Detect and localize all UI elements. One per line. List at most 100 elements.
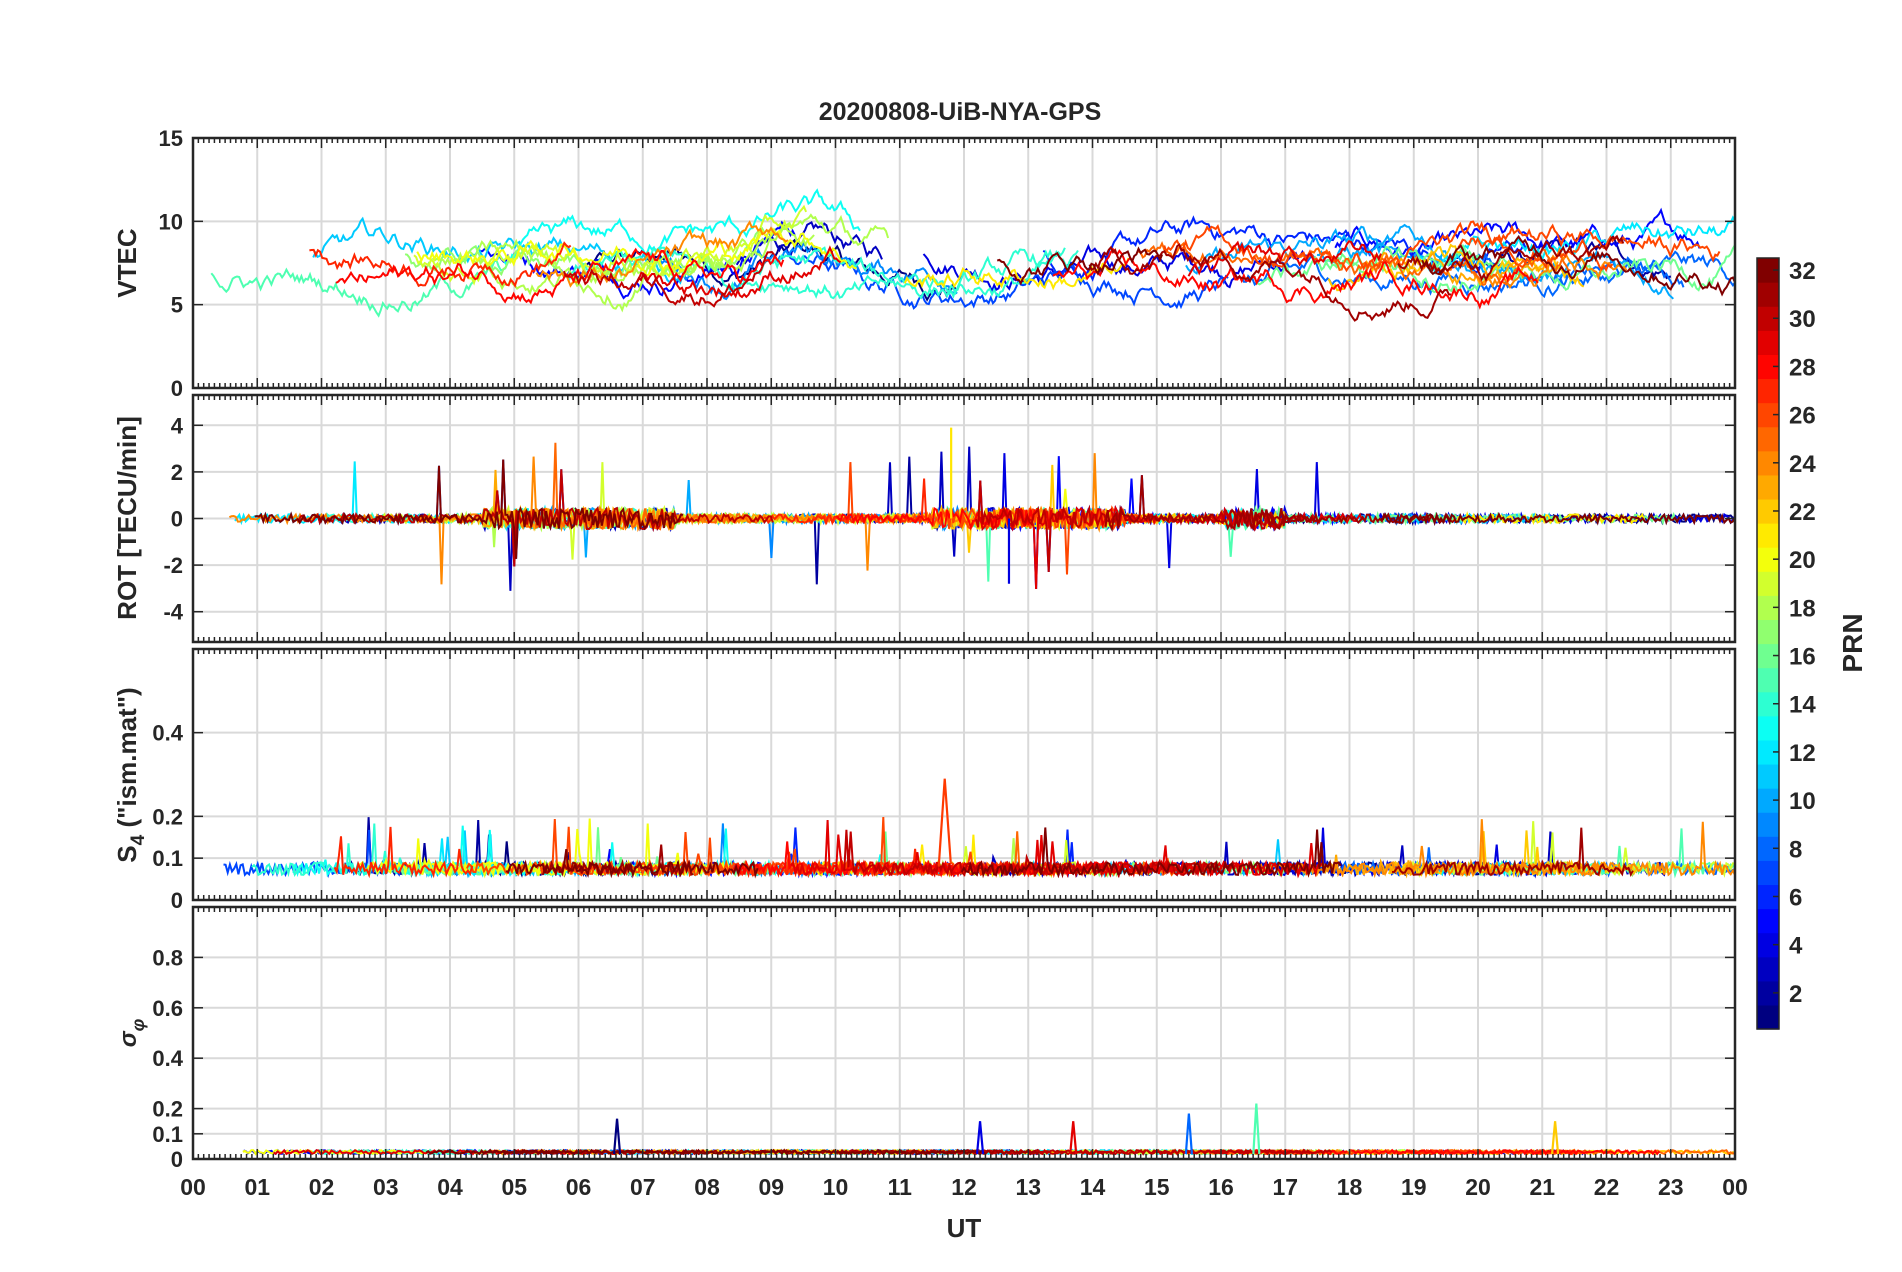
y-tick-label: 0.6 bbox=[152, 996, 183, 1021]
colorbar-segment bbox=[1757, 884, 1779, 910]
sigma-spike bbox=[612, 1118, 622, 1155]
x-tick-label: 08 bbox=[694, 1174, 720, 1200]
series-line-prn-29 bbox=[636, 245, 842, 299]
colorbar-segment bbox=[1757, 739, 1779, 765]
y-tick-label: 0.8 bbox=[152, 945, 183, 970]
colorbar-segment bbox=[1757, 258, 1779, 283]
series-line-prn-31 bbox=[1397, 234, 1625, 282]
series-line-prn-7 bbox=[223, 829, 403, 879]
colorbar-tick-label: 26 bbox=[1789, 403, 1816, 430]
colorbar-segment bbox=[1757, 715, 1779, 741]
x-tick-label: 22 bbox=[1594, 1174, 1620, 1200]
series-line-prn-25 bbox=[1138, 240, 1571, 286]
colorbar-segment bbox=[1757, 908, 1779, 934]
series-line-prn-30 bbox=[297, 469, 774, 567]
s4-peak bbox=[937, 778, 952, 867]
colorbar-segment bbox=[1757, 812, 1779, 837]
series-line-prn-32 bbox=[505, 849, 759, 879]
x-tick-label: 23 bbox=[1658, 1174, 1684, 1200]
series-line-prn-28 bbox=[335, 247, 785, 305]
colorbar-tick-label: 10 bbox=[1789, 788, 1816, 815]
ylabel-sigma: σφ bbox=[115, 1018, 148, 1047]
sigma-spike bbox=[1184, 1113, 1193, 1155]
x-tick-label: 21 bbox=[1529, 1174, 1555, 1200]
panel-s4: 0 0.1 0.2 0.4 S4 ("ism.mat") bbox=[112, 647, 1737, 913]
colorbar-segment bbox=[1757, 643, 1779, 669]
series-line-prn-15 bbox=[210, 256, 513, 318]
colorbar-segment bbox=[1757, 619, 1779, 645]
series-line-prn-19 bbox=[413, 204, 808, 286]
series-line-prn-30 bbox=[562, 251, 775, 308]
panel-rot: -4 -2 0 2 4 ROT [TECU/min] bbox=[112, 393, 1737, 644]
series-line-prn-32 bbox=[254, 459, 684, 559]
colorbar-segment bbox=[1757, 354, 1779, 380]
colorbar-segment bbox=[1757, 956, 1779, 982]
ylabel-vtec: VTEC bbox=[112, 228, 142, 298]
x-tick-label: 05 bbox=[501, 1174, 527, 1200]
x-tick-labels: 00 01 02 03 04 05 06 07 08 09 10 11 12 13 14 15 16 17 18 19… bbox=[180, 1174, 1748, 1200]
x-tick-label: 11 bbox=[888, 1174, 913, 1200]
colorbar-segment bbox=[1757, 836, 1779, 861]
series-line-prn-31 bbox=[1104, 475, 1321, 532]
colorbar-tick-label: 22 bbox=[1789, 499, 1816, 526]
panel-vtec: 0 5 10 15 VTEC bbox=[112, 126, 1737, 401]
ylabel-s4: S4 ("ism.mat") bbox=[112, 687, 149, 862]
series-line-prn-14 bbox=[752, 246, 1079, 300]
colorbar-segment bbox=[1757, 426, 1779, 452]
y-tick-label: 0 bbox=[171, 888, 183, 913]
x-tick-label: 15 bbox=[1144, 1174, 1170, 1200]
colorbar-segment bbox=[1757, 860, 1779, 886]
colorbar-segment bbox=[1757, 595, 1779, 621]
colorbar-segment bbox=[1757, 667, 1779, 693]
y-tick-label: 4 bbox=[171, 413, 184, 438]
series-line-prn-27 bbox=[333, 826, 474, 879]
series-line-prn-28 bbox=[1351, 1148, 1661, 1156]
y-tick-label: 0.2 bbox=[152, 1097, 183, 1122]
y-tick-label: 0 bbox=[171, 507, 183, 532]
x-tick-label: 12 bbox=[951, 1174, 977, 1200]
colorbar-segment bbox=[1757, 980, 1779, 1006]
x-tick-label: 10 bbox=[823, 1174, 849, 1200]
colorbar-tick-label: 4 bbox=[1789, 933, 1803, 960]
y-tick-label: 0.4 bbox=[152, 1046, 183, 1071]
colorbar-segment bbox=[1757, 547, 1779, 572]
series-line-prn-28 bbox=[835, 506, 1036, 531]
series-line-prn-31 bbox=[1088, 243, 1452, 322]
series-line-prn-23 bbox=[1301, 854, 1444, 879]
x-tick-label: 07 bbox=[630, 1174, 656, 1200]
series-line-prn-21 bbox=[1451, 510, 1646, 526]
series-line-prn-3 bbox=[735, 220, 883, 266]
sigma-spike bbox=[1551, 1121, 1560, 1155]
series-line-prn-13 bbox=[496, 188, 861, 266]
colorbar-tick-label: 8 bbox=[1789, 836, 1802, 863]
x-tick-label: 03 bbox=[373, 1174, 399, 1200]
series-line-prn-28 bbox=[1052, 247, 1539, 310]
y-tick-label: -4 bbox=[163, 600, 183, 625]
sigma-spike bbox=[975, 1121, 985, 1155]
colorbar-label: PRN bbox=[1837, 613, 1868, 672]
x-tick-label: 18 bbox=[1337, 1174, 1363, 1200]
colorbar-segment bbox=[1757, 330, 1779, 355]
colorbar-segment bbox=[1757, 282, 1779, 307]
sigma-spike bbox=[1069, 1121, 1078, 1155]
colorbar-segment bbox=[1757, 402, 1779, 428]
colorbar-tick-label: 14 bbox=[1789, 692, 1816, 719]
ylabel-rot: ROT [TECU/min] bbox=[112, 416, 142, 620]
chart-title: 20200808-UiB-NYA-GPS bbox=[819, 98, 1102, 126]
colorbar-tick-label: 32 bbox=[1789, 258, 1816, 285]
x-tick-label: 17 bbox=[1272, 1174, 1298, 1200]
colorbar-segment bbox=[1757, 691, 1779, 717]
x-axis-label: UT bbox=[947, 1213, 982, 1243]
colorbar-segment bbox=[1757, 378, 1779, 404]
series-line-prn-32 bbox=[961, 827, 1342, 879]
y-tick-label: 15 bbox=[159, 126, 183, 151]
series-line-prn-5 bbox=[480, 220, 796, 300]
y-tick-label: -2 bbox=[163, 553, 183, 578]
y-tick-label: 0.1 bbox=[152, 846, 183, 871]
x-tick-label: 19 bbox=[1401, 1174, 1427, 1200]
y-tick-label: 5 bbox=[171, 293, 183, 318]
colorbar-segment bbox=[1757, 450, 1779, 476]
colorbar-segment bbox=[1757, 571, 1779, 596]
y-tick-label: 10 bbox=[159, 209, 183, 234]
y-tick-label: 0.2 bbox=[152, 804, 183, 829]
